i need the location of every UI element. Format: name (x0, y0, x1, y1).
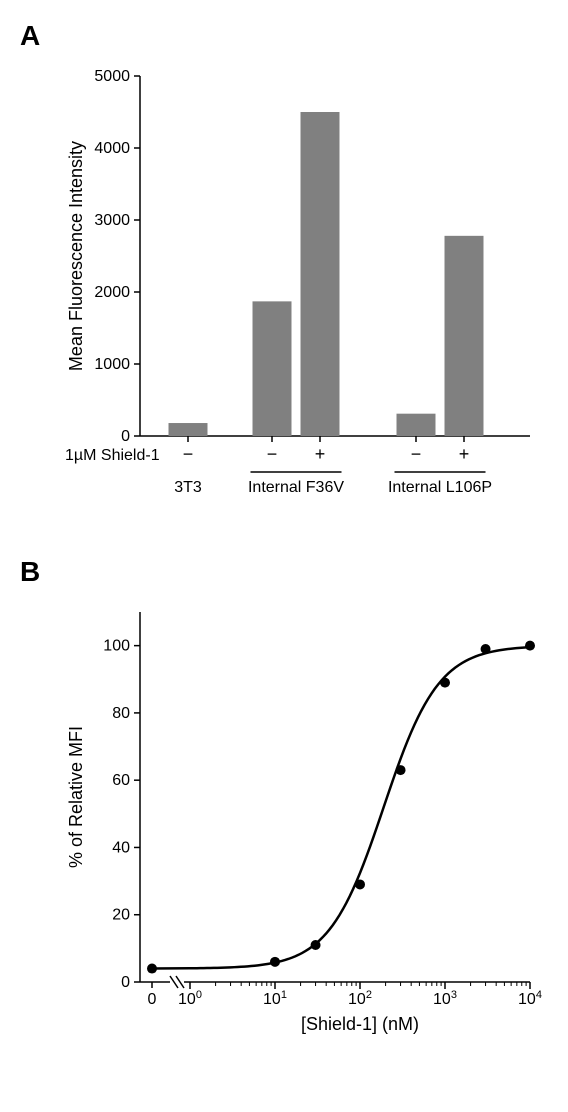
svg-text:+: + (315, 444, 326, 464)
svg-text:−: − (267, 444, 278, 464)
svg-text:3000: 3000 (94, 212, 130, 229)
svg-text:100: 100 (178, 989, 202, 1008)
panel-b-chart: 0 20 40 60 80 100 % of Relative MFI 0 100 101 102 1… (60, 592, 548, 1062)
svg-text:3T3: 3T3 (174, 479, 202, 496)
svg-text:[Shield-1] (nM): [Shield-1] (nM) (301, 1014, 419, 1034)
svg-text:−: − (183, 444, 194, 464)
svg-text:+: + (459, 444, 470, 464)
panel-b-label: B (20, 556, 548, 588)
svg-text:0: 0 (121, 974, 130, 991)
svg-text:1000: 1000 (94, 356, 130, 373)
svg-text:2000: 2000 (94, 284, 130, 301)
svg-text:−: − (411, 444, 422, 464)
svg-text:40: 40 (112, 839, 130, 856)
svg-text:102: 102 (348, 989, 372, 1008)
svg-text:80: 80 (112, 705, 130, 722)
svg-text:4000: 4000 (94, 140, 130, 157)
svg-text:101: 101 (263, 989, 287, 1008)
svg-text:5000: 5000 (94, 68, 130, 85)
svg-text:103: 103 (433, 989, 457, 1008)
svg-text:0: 0 (148, 991, 157, 1008)
svg-text:0: 0 (121, 428, 130, 445)
svg-text:60: 60 (112, 772, 130, 789)
panel-a-chart: 0 1000 2000 3000 4000 5000 Mean Fluorescence I… (60, 56, 548, 526)
svg-text:Mean Fluorescence Intensity: Mean Fluorescence Intensity (66, 141, 86, 371)
svg-text:20: 20 (112, 907, 130, 924)
svg-text:Internal F36V: Internal F36V (248, 479, 344, 496)
svg-text:% of Relative MFI: % of Relative MFI (66, 726, 86, 868)
panel-a-label: A (20, 20, 548, 52)
svg-text:Internal L106P: Internal L106P (388, 479, 492, 496)
svg-text:100: 100 (103, 638, 130, 655)
svg-text:1µM Shield-1: 1µM Shield-1 (65, 447, 160, 464)
svg-text:104: 104 (518, 989, 542, 1008)
